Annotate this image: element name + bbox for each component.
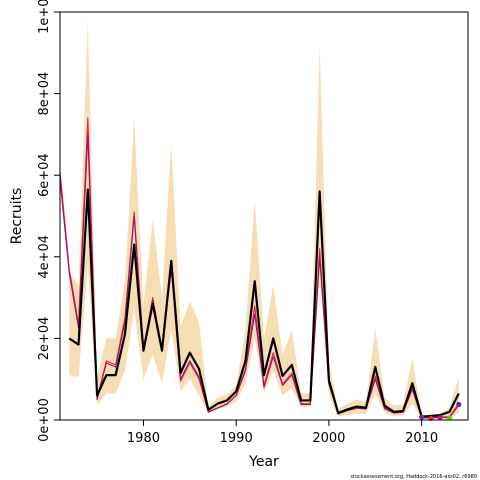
retro-line-2: [59, 133, 460, 419]
confidence-band-layer: [69, 20, 459, 420]
x-tick-label-1980: 1980: [127, 431, 160, 446]
series-line-layer: [59, 117, 460, 419]
x-tick-label-1990: 1990: [220, 431, 253, 446]
terminal-point-2013: [446, 415, 453, 421]
y-tick-label-0: 0e+00: [37, 398, 52, 442]
confidence-band: [69, 20, 459, 420]
y-axis-title: Recruits: [9, 188, 25, 245]
y-tick-label-1: 2e+04: [37, 317, 52, 361]
x-axis: 1980 1990 2000 2010: [127, 420, 438, 446]
terminal-point-2010: [419, 414, 425, 420]
x-tick-label-2000: 2000: [312, 431, 345, 446]
x-axis-title: Year: [248, 454, 279, 470]
y-axis: 0e+00 2e+04 4e+04 6e+04 8e+04 1e+05: [37, 0, 60, 442]
x-tick-label-2010: 2010: [405, 431, 438, 446]
terminal-point-2014: [456, 401, 462, 408]
credit-note: stockassessment.org, Haddock-2016-ass02,…: [350, 474, 477, 480]
plot-frame: [59, 11, 469, 421]
y-tick-label-4: 8e+04: [37, 72, 52, 116]
y-tick-label-3: 6e+04: [37, 153, 52, 197]
terminal-point-2012: [437, 414, 443, 421]
y-tick-label-2: 4e+04: [37, 235, 52, 279]
y-tick-label-5: 1e+05: [37, 0, 52, 34]
estimate-line: [68, 188, 460, 418]
